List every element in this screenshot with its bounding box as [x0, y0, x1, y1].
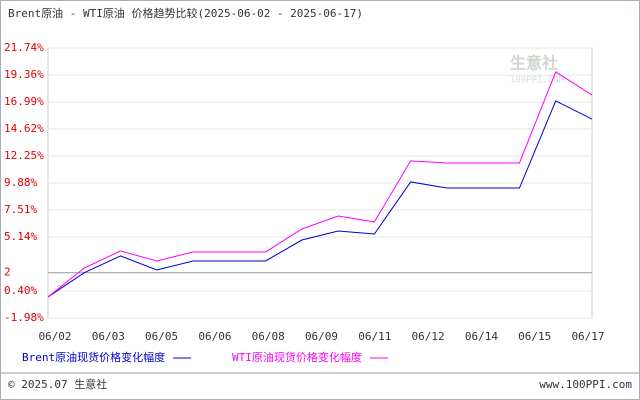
x-tick-label: 06/11: [358, 330, 391, 343]
x-tick-label: 06/06: [198, 330, 231, 343]
legend-label: Brent原油现货价格变化幅度: [22, 350, 165, 364]
x-tick-label: 06/12: [412, 330, 445, 343]
x-tick-label: 06/05: [145, 330, 178, 343]
y-tick-label: -1.98%: [4, 311, 44, 324]
footer-left: © 2025.07 生意社: [8, 377, 107, 391]
y-tick-label: 5.14%: [4, 230, 37, 243]
y-tick-label: 12.25%: [4, 149, 44, 162]
y-tick-label: 0.40%: [4, 284, 37, 297]
y-tick-label: 2: [4, 266, 11, 279]
y-tick-label: 14.62%: [4, 122, 44, 135]
y-tick-label: 16.99%: [4, 95, 44, 108]
footer-right: www.100PPI.com: [539, 378, 632, 391]
chart-title: Brent原油 - WTI原油 价格趋势比较(2025-06-02 - 2025…: [8, 6, 363, 20]
x-tick-label: 06/14: [465, 330, 498, 343]
watermark-sub: 100PPI.COM: [510, 76, 565, 86]
y-tick-label: 9.88%: [4, 176, 37, 189]
series-line: [47, 71, 593, 298]
series-line: [47, 100, 593, 298]
y-tick-label: 19.36%: [4, 68, 44, 81]
x-tick-label: 06/17: [571, 330, 604, 343]
x-tick-label: 06/15: [518, 330, 551, 343]
x-tick-label: 06/08: [252, 330, 285, 343]
y-tick-label: 7.51%: [4, 203, 37, 216]
y-tick-label: 21.74%: [4, 41, 44, 54]
x-tick-label: 06/02: [38, 330, 71, 343]
watermark: 生意社: [510, 54, 558, 73]
legend-label: WTI原油现货价格变化幅度: [232, 350, 362, 364]
x-tick-label: 06/03: [92, 330, 125, 343]
x-tick-label: 06/09: [305, 330, 338, 343]
